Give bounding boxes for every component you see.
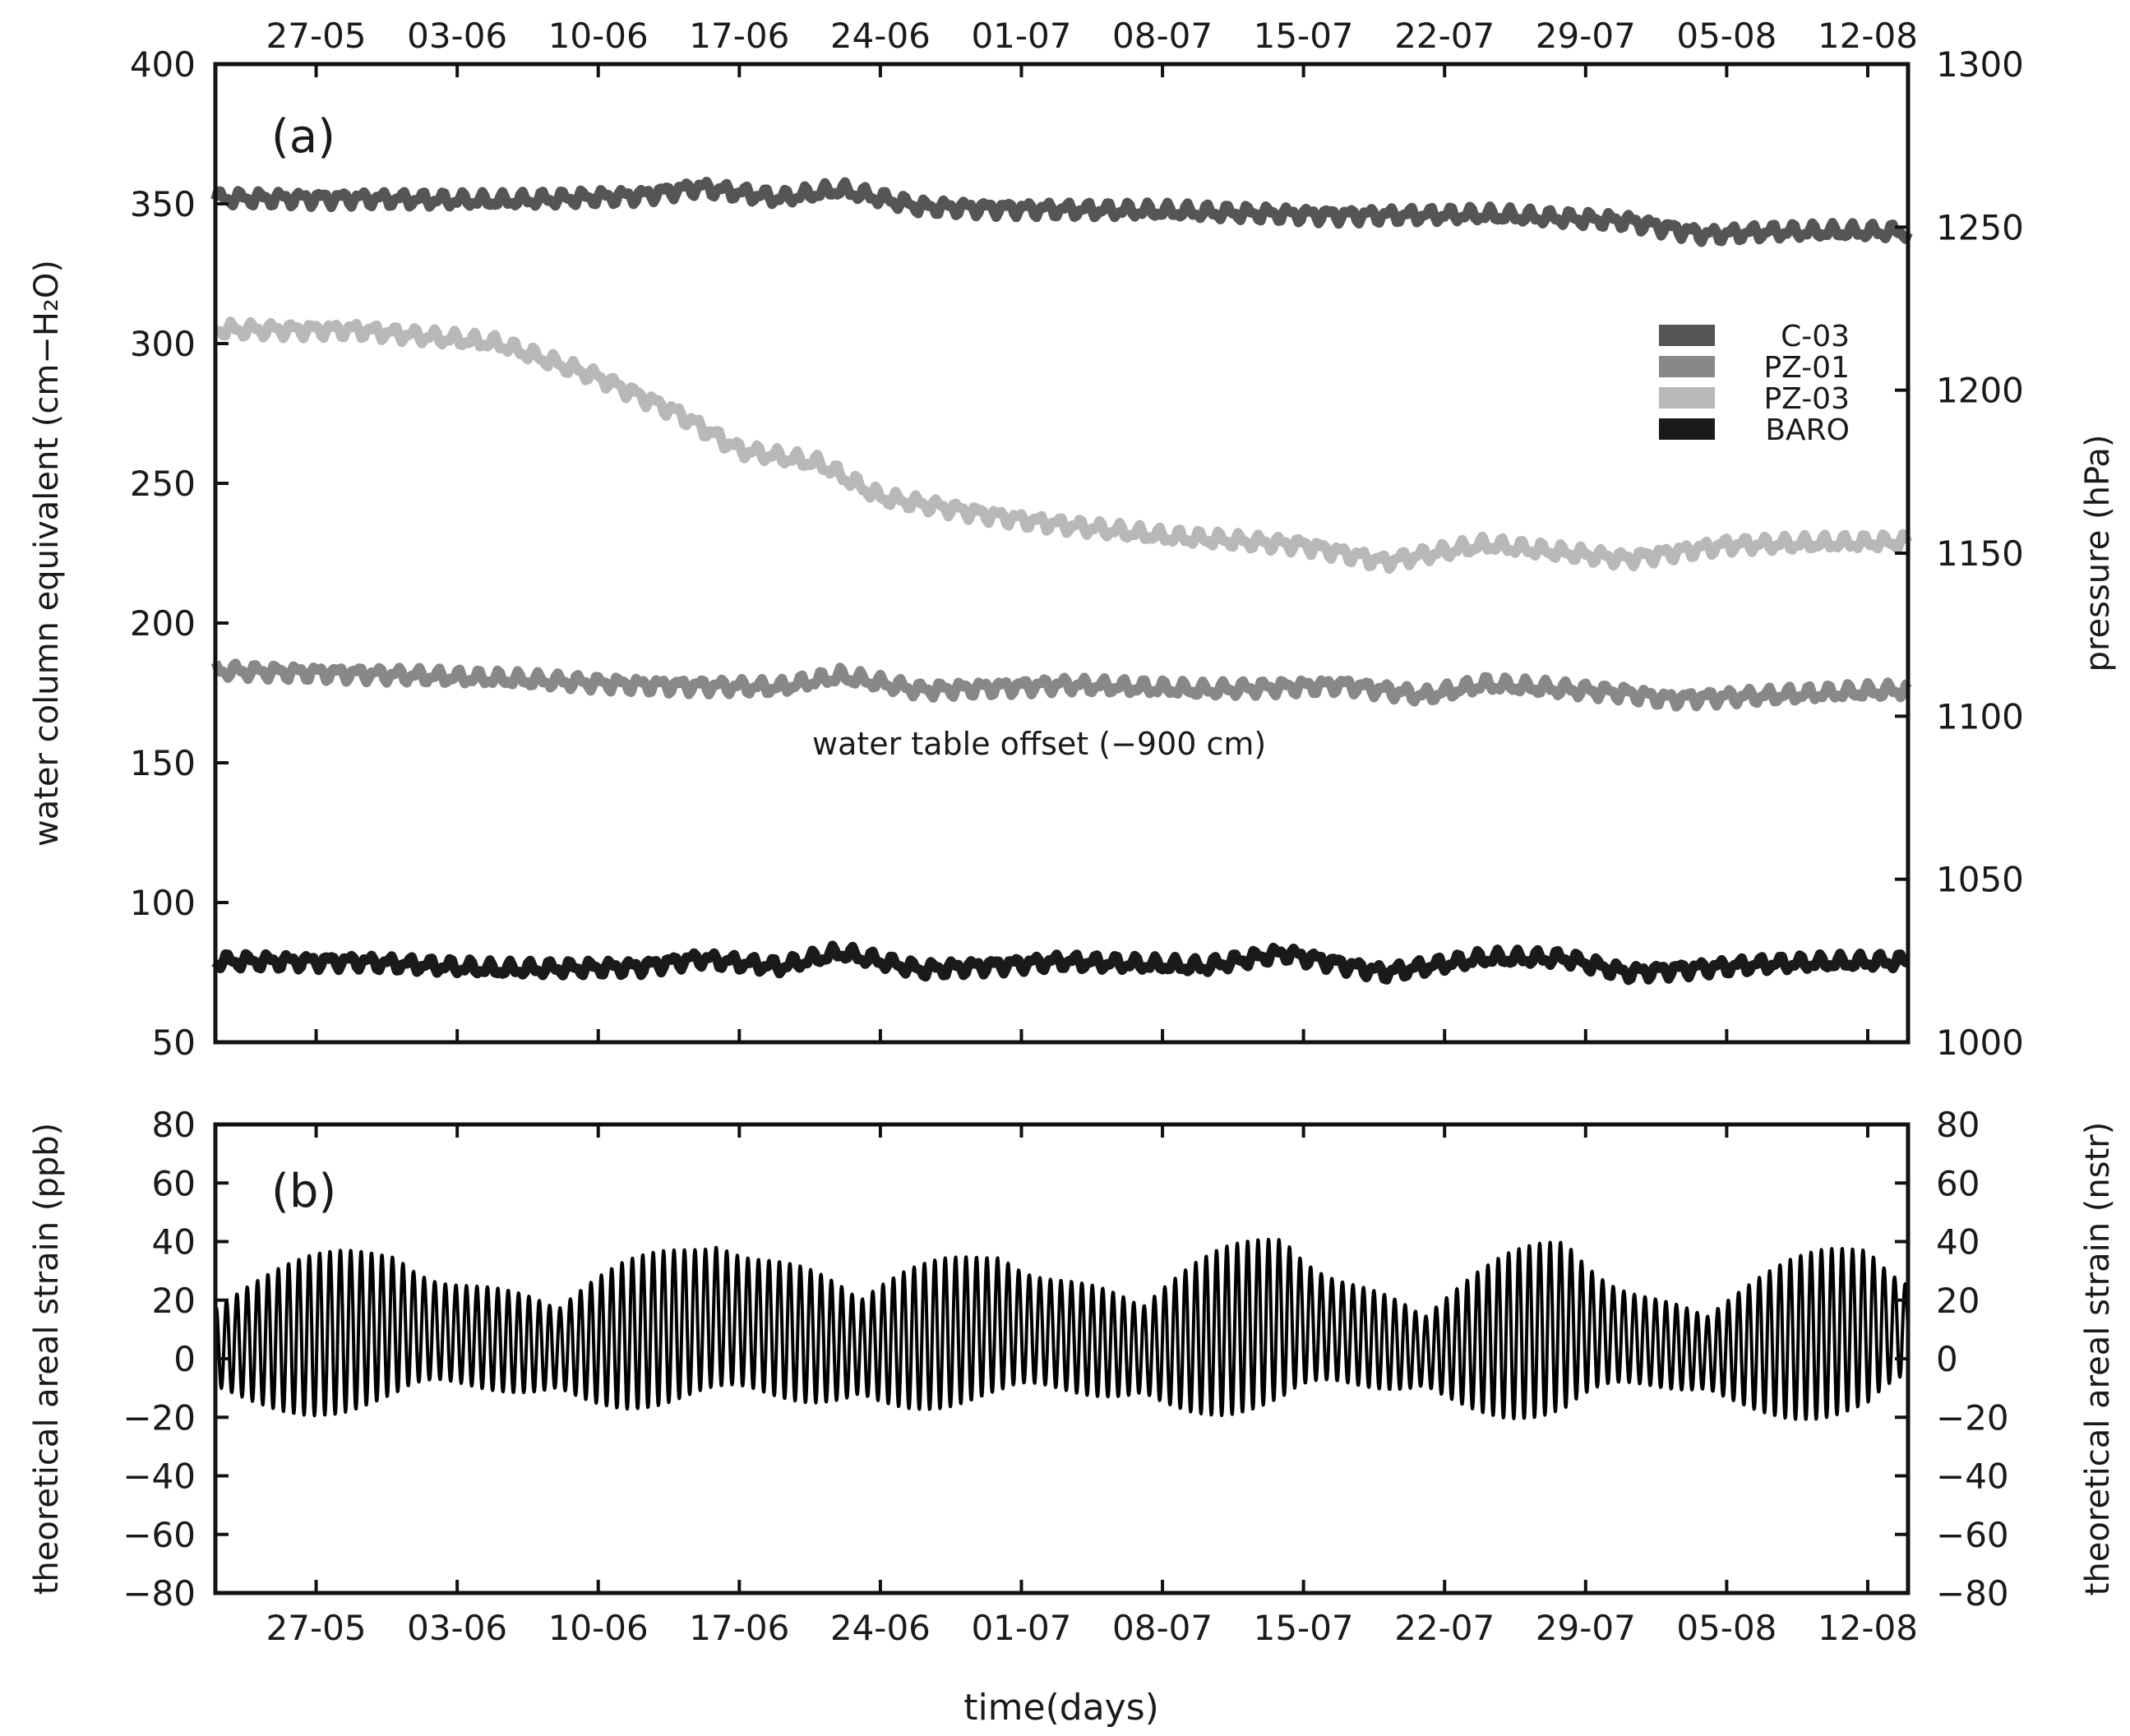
panel-b-ytick-right-label: −20 [1936, 1397, 2009, 1438]
panel-a-label: (a) [271, 110, 335, 164]
panel-a-ytick-label: 150 [130, 743, 196, 783]
legend-swatch-pz-03 [1659, 387, 1715, 409]
bottom-date-tick-label: 17-06 [689, 1608, 789, 1648]
bottom-date-tick-label: 10-06 [548, 1608, 649, 1648]
top-date-tick-label: 12-08 [1818, 16, 1918, 56]
top-date-tick-label: 22-07 [1394, 16, 1495, 56]
panel-a-series [210, 177, 1913, 986]
bottom-date-tick-label: 12-08 [1818, 1608, 1918, 1648]
panel-b-ytick-right-label: 80 [1936, 1105, 1980, 1145]
top-date-tick-label: 27-05 [266, 16, 367, 56]
top-date-tick-label: 29-07 [1536, 16, 1636, 56]
panel-b-ylabel: theoretical areal strain (ppb) [28, 1123, 66, 1595]
panel-b-ytick-right-label: −40 [1936, 1457, 2009, 1497]
water-table-annotation: water table offset (−900 cm) [812, 726, 1266, 762]
panel-b-ytick-right-label: 0 [1936, 1339, 1958, 1379]
panel-b-ytick-label: −80 [122, 1573, 196, 1614]
panel-b-series [214, 1237, 1910, 1421]
panel-b-ytick-label: 80 [152, 1105, 196, 1145]
panel-a-ytick-label: 200 [130, 603, 196, 644]
bottom-date-tick-label: 15-07 [1254, 1608, 1354, 1648]
legend-label-pz-01: PZ-01 [1763, 351, 1850, 385]
panel-a-ytick-label: 400 [130, 44, 196, 85]
panel-b-ytick-label: −60 [122, 1515, 196, 1555]
panel-b-ytick-label: −40 [122, 1457, 196, 1497]
panel-b-ytick-right-label: −60 [1936, 1515, 2009, 1555]
top-date-tick-label: 10-06 [548, 16, 649, 56]
bottom-date-tick-label: 24-06 [830, 1608, 931, 1648]
series-line-pz-03 [213, 316, 1913, 575]
legend-swatch-baro [1659, 418, 1715, 440]
top-date-tick-label: 24-06 [830, 16, 931, 56]
panel-b-ytick-label: 20 [152, 1281, 196, 1321]
bottom-date-tick-label: 01-07 [971, 1608, 1071, 1648]
panel-a-ytick-label: 100 [130, 883, 196, 923]
x-axis-label: time(days) [963, 1687, 1159, 1729]
legend-swatch-pz-01 [1659, 356, 1715, 377]
series-line-baro [211, 940, 1911, 986]
panel-a-ylabel: water column equivalent (cm−H₂O) [28, 260, 66, 847]
bottom-date-tick-label: 29-07 [1536, 1608, 1636, 1648]
panel-a-ytick-right-label: 1300 [1936, 44, 2024, 85]
panel-a: 27-05 03-06 10-06 17-06 24-06 01-07 08-07 15-07… [28, 16, 2117, 1063]
bottom-date-tick-label: 27-05 [266, 1608, 367, 1648]
bottom-date-tick-label: 03-06 [407, 1608, 507, 1648]
panel-a-ytick-right-label: 1250 [1936, 207, 2024, 247]
panel-b-ytick-label: 40 [152, 1222, 196, 1263]
panel-b-ytick-right-label: 20 [1936, 1281, 1980, 1321]
panel-a-ytick-right-label: 1150 [1936, 533, 2024, 574]
panel-a-ytick-right-label: 1000 [1936, 1023, 2024, 1063]
panel-b-ylabel-right: theoretical areal strain (nstr) [2079, 1122, 2117, 1596]
panel-b: 27-05 03-06 10-06 17-06 24-06 01-07 08-07 15-07… [28, 1105, 2117, 1729]
panel-a-ytick-label: 300 [130, 324, 196, 364]
bottom-date-tick-label: 05-08 [1676, 1608, 1777, 1648]
bottom-date-tick-label: 22-07 [1394, 1608, 1495, 1648]
bottom-date-tick-label: 08-07 [1112, 1608, 1213, 1648]
legend-label-c-03: C-03 [1781, 320, 1850, 353]
legend-label-baro: BARO [1765, 413, 1850, 447]
panel-a-ticks: 27-05 03-06 10-06 17-06 24-06 01-07 08-07 15-07… [130, 16, 2024, 1063]
panel-b-ytick-right-label: 40 [1936, 1222, 1980, 1263]
legend-label-pz-03: PZ-03 [1763, 382, 1850, 416]
panel-b-label: (b) [271, 1165, 336, 1218]
panel-b-ticks: 27-05 03-06 10-06 17-06 24-06 01-07 08-07 15-07… [122, 1105, 2008, 1648]
panel-a-ytick-label: 250 [130, 464, 196, 504]
top-date-tick-label: 01-07 [971, 16, 1071, 56]
top-date-tick-label: 03-06 [407, 16, 507, 56]
panel-b-ytick-label: −20 [122, 1397, 196, 1438]
panel-a-ylabel-right: pressure (hPa) [2079, 435, 2117, 672]
panel-a-ytick-right-label: 1200 [1936, 371, 2024, 411]
panel-a-ytick-label: 350 [130, 184, 196, 224]
strain-line [214, 1237, 1910, 1421]
top-date-tick-label: 05-08 [1676, 16, 1777, 56]
top-date-tick-label: 17-06 [689, 16, 789, 56]
top-date-tick-label: 08-07 [1112, 16, 1213, 56]
panel-b-ytick-right-label: 60 [1936, 1163, 1980, 1203]
panel-b-ytick-label: 60 [152, 1163, 196, 1203]
panel-a-ytick-right-label: 1050 [1936, 860, 2024, 900]
panel-a-ytick-right-label: 1100 [1936, 696, 2024, 736]
top-date-tick-label: 15-07 [1254, 16, 1354, 56]
legend-swatch-c-03 [1659, 325, 1715, 346]
panel-b-ytick-label: 0 [173, 1339, 196, 1379]
series-line-c-03 [210, 177, 1913, 247]
panel-a-ytick-label: 50 [152, 1023, 196, 1063]
series-line-pz-01 [210, 658, 1912, 712]
panel-b-ytick-right-label: −80 [1936, 1573, 2009, 1614]
